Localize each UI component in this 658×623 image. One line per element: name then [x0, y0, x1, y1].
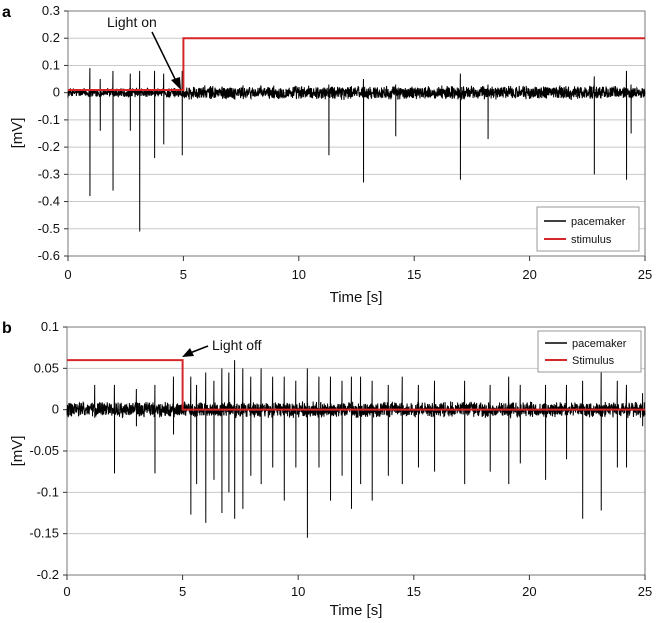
panel-b-legend-box [537, 330, 642, 373]
panel-b-y-tick-label: -0.15 [29, 526, 59, 541]
panel-a-y-tick-label: 0.2 [42, 30, 60, 45]
panel-b-pacemaker-trace [66, 360, 646, 538]
panel-b-y-tick-label: 0.1 [41, 319, 59, 334]
panel-a-plot-frame [67, 10, 646, 257]
panel-b-legend: pacemaker Stimulus [537, 330, 642, 373]
panel-a-x-tick-label: 10 [292, 267, 306, 282]
panel-a-x-tick-label: 0 [64, 267, 71, 282]
panel-b-y-ticks: -0.2 -0.15 -0.1 -0.05 0 0.05 0.1 [29, 319, 67, 582]
panel-b-legend-label-stimulus: Stimulus [572, 355, 615, 367]
panel-a-y-label: [mV] [9, 118, 26, 149]
panel-a-annotation: Light on [107, 14, 157, 30]
panel-a-y-tick-label: -0.5 [38, 221, 60, 236]
panel-b-x-ticks: 0 5 10 15 20 25 [63, 575, 652, 599]
panel-a-legend-box [536, 206, 640, 252]
panel-b-y-label: [mV] [9, 436, 26, 467]
panel-b-stimulus-line [67, 359, 645, 411]
panel-a-x-tick-label: 20 [522, 267, 536, 282]
panel-a-letter: a [2, 4, 11, 21]
panel-a-legend-label-pacemaker: pacemaker [571, 216, 626, 228]
panel-b-x-label: Time [s] [330, 602, 383, 619]
panel-a-x-label: Time [s] [330, 289, 383, 306]
panel-a-annotation-arrow [151, 31, 181, 90]
panel-b-x-tick-label: 15 [407, 584, 421, 599]
panel-a-x-tick-label: 25 [638, 267, 652, 282]
panel-b-annotation-arrow [182, 345, 209, 357]
panel-a-y-tick-label: -0.4 [38, 194, 60, 209]
panel-a-y-tick-label: 0 [53, 85, 60, 100]
panel-a-y-tick-label: -0.1 [38, 112, 60, 127]
panel-a-legend: pacemaker stimulus [536, 206, 640, 252]
panel-b-y-tick-label: -0.05 [29, 443, 59, 458]
panel-b-x-tick-label: 10 [291, 584, 305, 599]
panel-a-stimulus-line [68, 37, 645, 91]
panel-b-x-tick-label: 20 [522, 584, 536, 599]
panel-a-legend-label-stimulus: stimulus [571, 234, 612, 246]
panel-b-letter: b [2, 320, 12, 337]
panel-b-y-tick-label: -0.2 [37, 567, 59, 582]
panel-b-annotation: Light off [212, 337, 262, 353]
panel-b-x-tick-label: 0 [63, 584, 70, 599]
panel-a-pacemaker-trace [67, 68, 646, 232]
panel-a-x-tick-label: 15 [407, 267, 421, 282]
panel-a: a -0.6 -0.5 -0.4 -0.3 -0.2 -0.1 0 0.1 0.2 0.3 0 5 1… [2, 3, 652, 306]
panel-b-y-tick-label: 0 [52, 402, 59, 417]
panel-a-y-tick-label: 0.1 [42, 57, 60, 72]
panel-a-y-tick-label: -0.3 [38, 166, 60, 181]
panel-a-y-tick-label: -0.6 [38, 248, 60, 263]
panel-a-y-tick-label: -0.2 [38, 139, 60, 154]
panel-b-y-tick-label: 0.05 [34, 360, 59, 375]
panel-a-y-ticks: -0.6 -0.5 -0.4 -0.3 -0.2 -0.1 0 0.1 0.2 0.3 [38, 3, 68, 263]
panel-a-y-tick-label: 0.3 [42, 3, 60, 18]
panel-a-x-ticks: 0 5 10 15 20 25 [64, 256, 652, 282]
panel-a-x-tick-label: 5 [180, 267, 187, 282]
panel-b-x-tick-label: 5 [179, 584, 186, 599]
panel-b-legend-label-pacemaker: pacemaker [572, 338, 627, 350]
panel-b-y-tick-label: -0.1 [37, 484, 59, 499]
panel-b-x-tick-label: 25 [638, 584, 652, 599]
